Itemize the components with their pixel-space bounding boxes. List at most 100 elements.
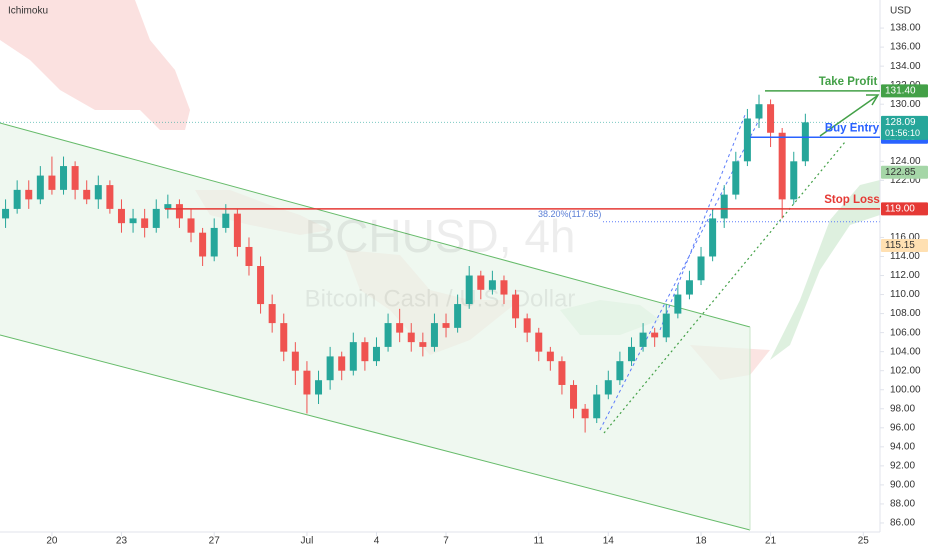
candle-body [697,256,705,281]
decorations [0,0,880,531]
candle-body [801,122,809,162]
x-tick-label: 25 [858,536,870,547]
candle-body [152,208,160,228]
candle-body [280,323,288,352]
countdown: 01:56:10 [885,128,920,138]
x-tick-label: 23 [116,536,128,547]
trend-line [599,117,761,431]
y-tick-label: 124.00 [890,156,921,167]
price-box [881,202,928,216]
candle-body [372,346,380,362]
candle-body [361,342,369,362]
candle-body [581,408,589,419]
price-box [881,165,928,179]
watermark-name: Bitcoin Cash / U.S. Dollar [305,285,576,312]
x-tick-label: 27 [209,536,221,547]
candle-body [755,104,763,119]
price-box [881,115,928,140]
y-tick-label: 98.00 [890,403,915,414]
candle-body [732,161,740,195]
candle-body [709,218,717,257]
candle-body [616,361,624,381]
candle-body [233,213,241,247]
x-tick-label: 11 [534,536,545,547]
candle-body [106,185,114,209]
candle-body [315,380,323,395]
candle-body [245,246,253,266]
candle-body [164,204,172,209]
candle-body [477,275,485,290]
price-box-label: 115.15 [885,240,915,251]
candle-body [500,280,508,295]
candle-body [546,351,554,362]
arrow-head [866,94,880,106]
y-tick-label: 112.00 [890,270,920,281]
price-box-label: 122.85 [885,167,916,178]
y-tick-label: 100.00 [890,384,921,395]
candle-body [685,280,693,295]
candle-body [36,175,44,200]
price-box [881,239,928,253]
trend-line [659,114,746,331]
candle-body [442,323,450,328]
candle-body [720,194,728,219]
candle-body [25,189,33,200]
price-box-label: 128.09 [885,117,916,128]
candle-body [430,323,438,347]
candle-body [13,189,21,209]
candle-body [593,394,601,419]
candle-body [48,175,56,190]
candle-body [60,166,68,190]
candle-body [94,185,102,200]
channel-top [0,122,751,328]
candle-body [523,318,531,333]
candle-body [674,294,682,314]
candle-body [222,213,230,228]
level-name: Take Profit [819,76,878,88]
candle-body [767,104,775,133]
y-tick-label: 104.00 [890,346,921,357]
candle-body [488,280,496,290]
candle-body [338,356,346,371]
plot [0,94,880,433]
candle-body [465,275,473,305]
candle-body [384,323,392,347]
y-tick-label: 108.00 [890,308,921,319]
watermark-symbol: BCHUSD, 4h [305,210,576,262]
level-name: Buy Entry [825,122,880,134]
y-tick-label: 88.00 [890,499,915,510]
currency-label: USD [890,6,911,17]
x-tick-label: 20 [46,536,58,547]
candle-body [535,332,543,352]
candle-body [141,218,149,228]
candle-body [396,323,404,333]
y-tick-label: 94.00 [890,441,915,452]
x-tick-label: 21 [765,536,777,547]
channel-fill [0,123,750,530]
candle-body [199,232,207,257]
candle-body [570,384,578,409]
candle-body [187,218,195,233]
y-tick-label: 92.00 [890,460,915,471]
fib-label: 38.20%(117.65) [538,209,601,219]
candle-body [651,332,659,338]
cloud-bearish [0,0,190,130]
candle-body [71,166,79,190]
candle-body [268,304,276,324]
y-tick-label: 106.00 [890,327,921,338]
y-tick-label: 96.00 [890,422,915,433]
candle-body [454,304,462,328]
candle-body [303,370,311,395]
y-tick-label: 110.00 [890,289,920,300]
price-box-label: 131.40 [885,86,916,97]
y-tick-label: 116.00 [890,232,920,243]
y-tick-label: 86.00 [890,518,915,529]
y-tick-label: 138.00 [890,23,921,34]
y-tick-label: 90.00 [890,480,915,491]
y-tick-label: 114.00 [890,251,920,262]
y-tick-label: 136.00 [890,42,921,53]
x-tick-label: 4 [374,536,380,547]
candle-body [627,346,635,362]
